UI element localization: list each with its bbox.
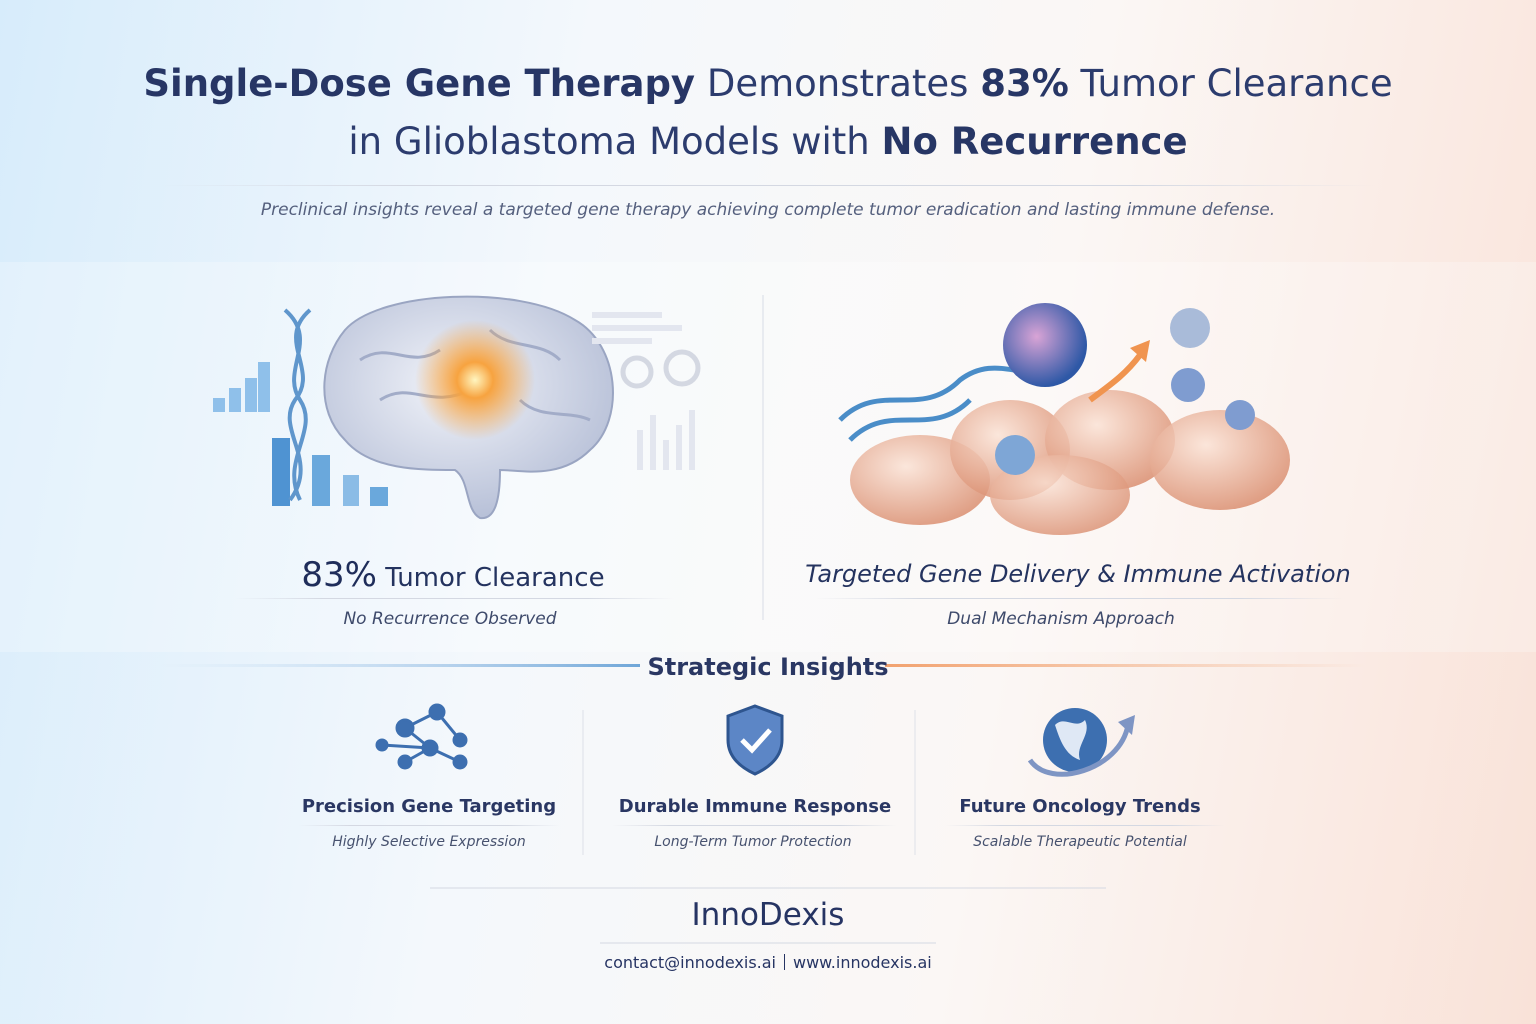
deco-line [592, 338, 652, 344]
deco-bar [272, 438, 290, 506]
network-icon [375, 703, 468, 770]
panel-headline-text: Tumor Clearance [385, 563, 605, 593]
dna-helix [283, 308, 312, 502]
icon-node [421, 739, 439, 757]
insights-rule [885, 664, 1365, 667]
panel-rule [815, 598, 1345, 599]
immune-cell [995, 435, 1035, 475]
title-text: Tumor Clearance [1080, 62, 1393, 105]
subtitle: Preclinical insights reveal a targeted g… [260, 200, 1276, 220]
deco-ring [620, 355, 654, 389]
panel-headline: Targeted Gene Delivery & Immune Activati… [805, 560, 1351, 588]
insights-rule [160, 664, 640, 667]
insight-rule [612, 825, 897, 826]
globe-orbit [1027, 724, 1131, 777]
shield-icon [726, 704, 784, 776]
deco-bar [676, 425, 682, 470]
tumor-cell [1150, 410, 1290, 510]
insight-title: Precision Gene Targeting [301, 796, 557, 817]
deco-bar [663, 440, 669, 470]
arrow-head [1130, 340, 1150, 362]
icon-node [452, 732, 468, 748]
panel-stat: 83% [301, 555, 377, 595]
insight-rule [298, 825, 560, 826]
brand: InnoDexis [691, 897, 845, 933]
immune-cell [1003, 303, 1087, 387]
shield-check [740, 728, 772, 754]
title-text: Demonstrates [706, 62, 969, 105]
deco-bar [312, 455, 330, 506]
icon-node [452, 754, 468, 770]
deco-bar [229, 388, 241, 412]
insight-caption: Long-Term Tumor Protection [654, 834, 852, 850]
panel-rule [235, 598, 675, 599]
deco-bar [370, 487, 388, 506]
immune-cell [1170, 308, 1210, 348]
brain-illustration [213, 295, 701, 520]
panel-headline: 83% Tumor Clearance [143, 555, 763, 595]
title-emphasis: 83% [980, 62, 1069, 105]
deco-line [592, 325, 682, 331]
icon-node [428, 703, 446, 721]
contact-website[interactable]: www.innodexis.ai [793, 953, 932, 972]
contact: contact@innodexis.ai www.innodexis.ai [0, 953, 1536, 972]
deco-bar [650, 415, 656, 470]
title-rule [160, 185, 1376, 186]
title-emphasis: Single-Dose Gene Therapy [143, 62, 696, 105]
deco-bar [213, 398, 225, 412]
insight-title: Durable Immune Response [618, 796, 892, 817]
deco-bar [637, 430, 643, 470]
globe-land [1055, 720, 1087, 760]
insights-title: Strategic Insights [647, 653, 889, 681]
title-emphasis: No Recurrence [881, 120, 1188, 163]
title-text: in Glioblastoma Models with [348, 120, 870, 163]
tumor-glow [415, 320, 535, 440]
tumor-cell [990, 455, 1130, 535]
deco-bar [245, 378, 257, 412]
panel-caption: Dual Mechanism Approach [947, 609, 1175, 629]
insight-rule [945, 825, 1225, 826]
icon-node [375, 738, 389, 752]
deco-bar [258, 362, 270, 412]
title: Single-Dose Gene Therapy Demonstrates 83… [0, 55, 1536, 171]
dashboard-deco [592, 312, 701, 470]
immune-cell [1225, 400, 1255, 430]
insight-caption: Highly Selective Expression [332, 834, 526, 850]
insight-title: Future Oncology Trends [959, 796, 1201, 817]
contact-email[interactable]: contact@innodexis.ai [604, 953, 776, 972]
deco-bar [689, 410, 695, 470]
panel-caption: No Recurrence Observed [343, 609, 557, 629]
icon-node [397, 754, 413, 770]
icon-node [395, 718, 415, 738]
deco-bar [343, 475, 359, 506]
deco-line [592, 312, 662, 318]
arrow [1088, 353, 1143, 403]
cells-illustration [838, 303, 1290, 535]
title-line: Single-Dose Gene Therapy Demonstrates 83… [0, 55, 1536, 113]
contact-separator [784, 954, 785, 970]
deco-ring [663, 349, 701, 387]
globe-arrow [1118, 715, 1135, 735]
immune-cell [1171, 368, 1205, 402]
title-line: in Glioblastoma Models with No Recurrenc… [0, 113, 1536, 171]
insight-caption: Scalable Therapeutic Potential [973, 834, 1187, 850]
